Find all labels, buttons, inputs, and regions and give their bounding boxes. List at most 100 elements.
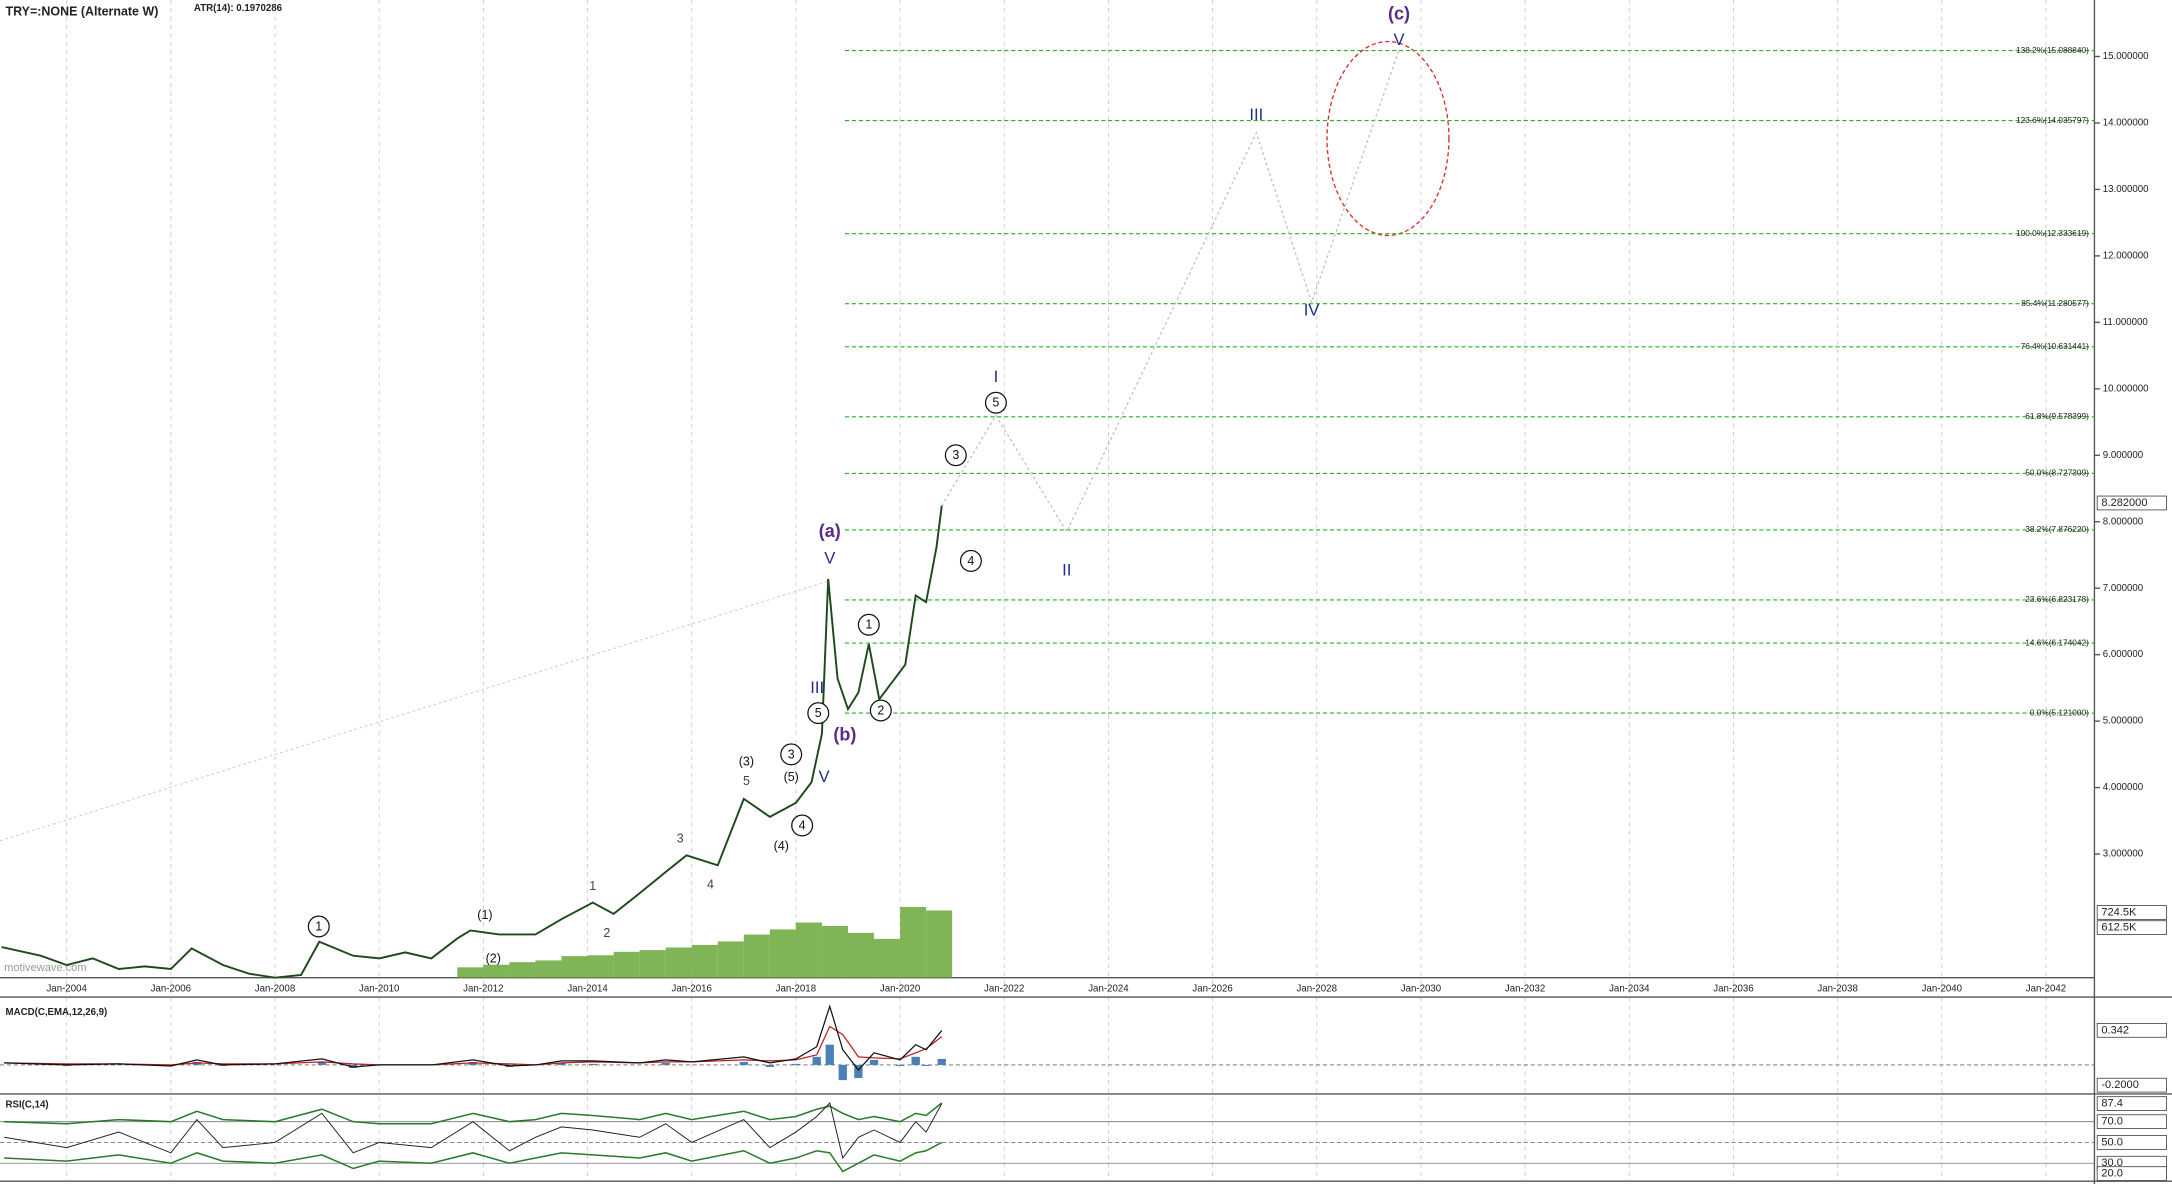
x-tick-label: Jan-2012: [463, 983, 503, 994]
volume-bar: [769, 929, 796, 978]
volume-bar: [874, 938, 901, 978]
price-line: [1, 505, 943, 979]
volume-bar: [795, 922, 822, 978]
x-tick-label: Jan-2030: [1401, 983, 1442, 994]
y-tick-label: 11.000000: [2103, 317, 2149, 328]
wave-label: (3): [739, 755, 754, 769]
macd-histogram: [838, 1064, 847, 1081]
volume-bar: [587, 955, 614, 978]
pane-title: RSI(C,14): [6, 1100, 49, 1111]
volume-tick-label: 612.5K: [2101, 922, 2137, 934]
wave-circle: [984, 391, 1007, 414]
rsi-tick-label: 20.0: [2101, 1168, 2123, 1180]
rsi-tick-box: [2096, 1166, 2167, 1181]
x-tick-label: Jan-2014: [567, 983, 608, 994]
volume-bar: [900, 907, 927, 978]
volume-tick-box: [2096, 920, 2167, 935]
macd-histogram: [869, 1059, 879, 1065]
wave-label: 5: [815, 706, 822, 720]
fib-label: 76.4%(10.631441): [2021, 341, 2090, 351]
volume-bar: [483, 964, 510, 978]
wave-label: (1): [477, 908, 492, 922]
x-tick-label: Jan-2010: [359, 983, 400, 994]
wave-label: (4): [774, 839, 789, 853]
x-tick-label: Jan-2038: [1817, 983, 1857, 994]
wave-circle: [959, 549, 982, 572]
rsi-tick-box: [2096, 1096, 2167, 1111]
wave-label: 4: [799, 818, 806, 832]
x-tick-label: Jan-2040: [1922, 983, 1963, 994]
macd-tick-box: [2096, 1077, 2167, 1093]
macd-histogram: [791, 1063, 801, 1065]
fib-label: 50.0%(8.727309): [2025, 468, 2089, 478]
x-tick-label: Jan-2020: [880, 983, 921, 994]
macd-histogram: [921, 1064, 931, 1066]
wave-circle: [857, 613, 880, 636]
wave-circle: [307, 915, 330, 938]
macd-tick-label: -0.2000: [2101, 1079, 2139, 1091]
trendline: [0, 581, 828, 842]
wave-label: V: [818, 767, 829, 786]
x-tick-label: Jan-2016: [672, 983, 712, 994]
y-tick-label: 7.000000: [2103, 583, 2144, 594]
wave-label: (c): [1388, 3, 1410, 23]
macd-tick-box: [2096, 1023, 2167, 1038]
volume-bar: [457, 967, 484, 978]
wave-label: (a): [819, 521, 841, 541]
wave-label: 1: [865, 618, 872, 632]
x-tick-label: Jan-2018: [776, 983, 816, 994]
wave-label: 1: [315, 919, 322, 933]
rsi-tick-label: 87.4: [2101, 1098, 2123, 1110]
wave-label: IV: [1304, 300, 1320, 319]
x-tick-label: Jan-2022: [984, 983, 1024, 994]
wave-label: 5: [992, 396, 999, 410]
y-tick-label: 8.000000: [2103, 516, 2144, 527]
x-tick-label: Jan-2026: [1192, 983, 1232, 994]
x-tick-label: Jan-2008: [255, 983, 295, 994]
y-tick-label: 9.000000: [2103, 450, 2144, 461]
wave-label: 3: [788, 747, 795, 761]
macd-tick-label: 0.342: [2101, 1024, 2129, 1036]
pane-title: MACD(C,EMA,12,26,9): [6, 1007, 108, 1018]
wave-label: III: [810, 678, 824, 697]
volume-bar: [665, 947, 692, 978]
y-tick-label: 6.000000: [2103, 649, 2144, 660]
fib-label: 14.6%(6.174042): [2025, 637, 2089, 647]
macd-signal: [4, 1025, 943, 1066]
x-tick-label: Jan-2036: [1713, 983, 1753, 994]
fib-label: 123.6%(14.035797): [2016, 115, 2089, 125]
volume-bar: [509, 962, 536, 978]
macd-histogram: [825, 1044, 834, 1065]
rsi-tick-label: 30.0: [2101, 1157, 2123, 1169]
volume-bar: [717, 941, 744, 978]
wave-label: III: [1249, 105, 1263, 124]
wave-label: 2: [603, 926, 610, 940]
wave-circle: [944, 444, 967, 467]
macd-histogram: [812, 1056, 821, 1065]
volume-tick-label: 724.5K: [2101, 906, 2137, 918]
fib-label: 138.2%(15.088840): [2016, 45, 2089, 55]
volume-bar: [821, 925, 848, 978]
rsi-tick-label: 70.0: [2101, 1116, 2123, 1128]
macd-histogram: [937, 1058, 946, 1065]
fib-label: 85.4%(11.280577): [2021, 298, 2089, 308]
projection-path: [941, 49, 1400, 534]
fib-label: 100.0%(12.333619): [2016, 228, 2089, 238]
macd-histogram: [661, 1062, 670, 1065]
target-zone: [1326, 40, 1450, 237]
x-tick-label: Jan-2006: [151, 983, 191, 994]
fib-label: 0.0%(5.121000): [2030, 707, 2089, 717]
rsi-tick-label: 50.0: [2101, 1136, 2123, 1148]
watermark: motivewave.com: [4, 962, 86, 974]
volume-bar: [535, 960, 562, 978]
y-tick-label: 5.000000: [2103, 716, 2144, 727]
wave-label: (2): [486, 951, 501, 965]
volume-bar: [743, 934, 770, 978]
wave-label: (b): [833, 725, 856, 745]
y-tick-label: 10.000000: [2103, 383, 2149, 394]
rsi-band: [4, 1141, 943, 1173]
y-tick-label: 3.000000: [2103, 849, 2144, 860]
rsi-band: [4, 1102, 943, 1125]
